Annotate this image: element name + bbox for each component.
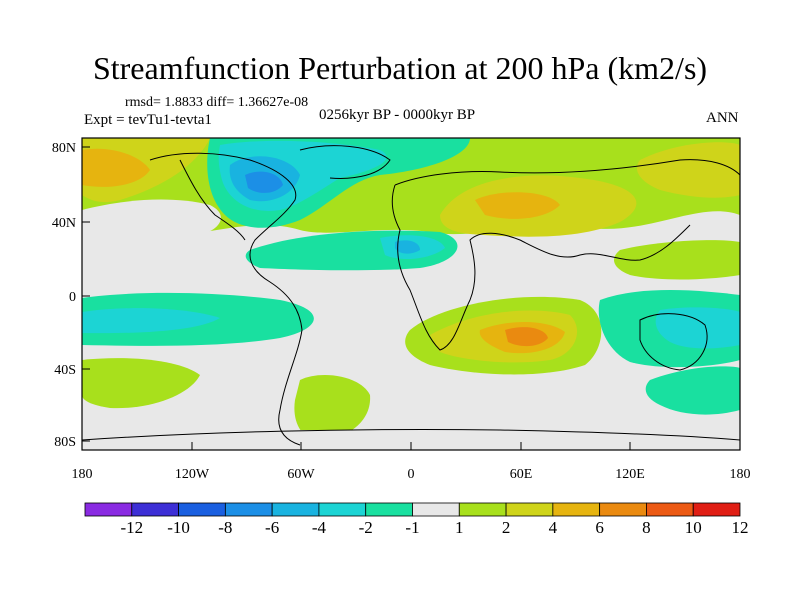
lon-tick-label: 60E	[510, 467, 533, 482]
colorbar-labels: -12 -10 -8 -6 -4 -2 -1 1 2 4 6 8 10 12	[120, 518, 748, 537]
colorbar-label: 8	[642, 518, 651, 537]
figure-title: Streamfunction Perturbation at 200 hPa (…	[92, 50, 708, 86]
colorbar-label: -8	[218, 518, 232, 537]
contour-6-eurasia	[475, 192, 560, 219]
colorbar-swatch	[131, 502, 179, 517]
coast-antarctica	[82, 428, 740, 441]
lon-tick-label: 0	[408, 467, 415, 482]
colorbar-swatch	[646, 502, 694, 517]
colorbar-swatch	[505, 502, 554, 517]
contour-2-wpacific	[614, 240, 740, 280]
colorbar-swatch	[224, 502, 273, 517]
colorbar-swatch	[271, 502, 320, 517]
colorbar-swatch	[692, 502, 741, 517]
lat-tick-label: 0	[69, 290, 76, 305]
colorbar-swatch	[365, 502, 413, 517]
colorbar-label: -12	[120, 518, 143, 537]
colorbar-label: 10	[685, 518, 702, 537]
colorbar-label: -10	[167, 518, 190, 537]
coast-north-america-west	[179, 159, 246, 241]
contour-2-sw-pacific	[82, 358, 200, 409]
colorbar-swatch	[412, 502, 460, 517]
coast-americas	[149, 152, 303, 446]
contour-8-indian	[505, 327, 548, 347]
coast-eurasia-north	[394, 159, 740, 186]
neutral-south	[82, 430, 740, 450]
colorbar	[84, 502, 741, 517]
lon-tick-label: 60W	[287, 467, 315, 482]
colorbar-swatch	[84, 502, 133, 517]
lon-tick-label: 180	[72, 467, 93, 482]
lat-tick-label: 40S	[54, 363, 76, 378]
lon-tick-label: 180	[730, 467, 751, 482]
lat-ticks	[82, 146, 90, 442]
lon-tick-label: 120W	[175, 467, 210, 482]
contour-neg4-africa	[395, 240, 420, 254]
colorbar-label: -2	[359, 518, 373, 537]
colorbar-label: -1	[405, 518, 419, 537]
contour-neg2-spacific	[82, 308, 220, 334]
colorbar-label: 4	[549, 518, 558, 537]
colorbar-label: 2	[502, 518, 511, 537]
neutral-npac-gap	[82, 199, 221, 239]
experiment-label: Expt = tevTu1-tevta1	[84, 112, 212, 128]
contour-4-asia	[636, 142, 740, 198]
contour-2-satlantic	[294, 375, 371, 440]
contour-neg6-atlantic	[245, 171, 283, 193]
colorbar-swatch	[318, 502, 367, 517]
field-plot	[82, 138, 740, 450]
stats-text: rmsd= 1.8833 diff= 1.36627e-08	[125, 95, 309, 110]
coast-australia	[639, 313, 708, 371]
colorbar-label: -4	[312, 518, 327, 537]
contour-neg1-spacific-east	[645, 366, 740, 415]
lat-tick-label: 40N	[52, 216, 76, 231]
colorbar-swatch	[458, 502, 507, 517]
season-label: ANN	[706, 110, 739, 126]
coastlines	[82, 145, 740, 446]
coast-greenland	[299, 145, 391, 179]
contour-6-npacific	[82, 148, 150, 187]
coast-africa-asia	[391, 184, 691, 351]
colorbar-label: 6	[595, 518, 604, 537]
colorbar-swatch	[552, 502, 601, 517]
contour-neg2-australia	[655, 307, 740, 349]
lon-ticks	[81, 442, 741, 450]
colorbar-label: 12	[732, 518, 749, 537]
colorbar-swatch	[599, 502, 647, 517]
colorbar-swatch	[178, 502, 226, 517]
period-text: 0256kyr BP - 0000kyr BP	[319, 107, 476, 123]
lon-tick-label: 120E	[615, 467, 645, 482]
colorbar-label: -6	[265, 518, 279, 537]
lat-tick-label: 80N	[52, 141, 76, 156]
lat-tick-label: 80S	[54, 435, 76, 450]
colorbar-label: 1	[455, 518, 464, 537]
